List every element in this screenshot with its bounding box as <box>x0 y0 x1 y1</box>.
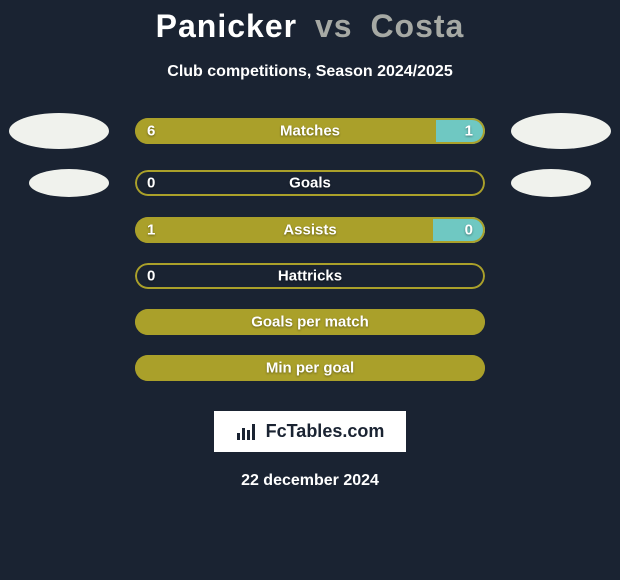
bar-fill-right <box>436 118 485 144</box>
bar-label: Matches <box>280 123 340 140</box>
comparison-bar: 6 1 Matches <box>135 118 485 144</box>
team-badge-left <box>29 169 109 197</box>
stat-row: 1 0 Assists <box>9 217 611 243</box>
comparison-bar: 0 Goals <box>135 170 485 196</box>
page-title: Panicker vs Costa <box>156 8 465 45</box>
bar-label: Assists <box>283 222 336 239</box>
stat-row: 0 Hattricks <box>9 263 611 289</box>
team-badge-right <box>511 169 591 197</box>
title-player-a: Panicker <box>156 8 297 44</box>
brand-text: FcTables.com <box>266 421 385 442</box>
stat-row: Min per goal <box>9 355 611 381</box>
subtitle: Club competitions, Season 2024/2025 <box>167 63 452 81</box>
bar-label: Goals <box>289 175 331 192</box>
bar-label: Min per goal <box>266 360 354 377</box>
stat-row: 0 Goals <box>9 169 611 197</box>
comparison-bar: 1 0 Assists <box>135 217 485 243</box>
team-badge-left <box>9 113 109 149</box>
bar-value-right: 0 <box>465 222 473 239</box>
brand-box: FcTables.com <box>214 411 407 452</box>
bar-fill-right <box>433 217 486 243</box>
barchart-icon <box>236 423 258 441</box>
bar-value-left: 1 <box>147 222 155 239</box>
comparison-bar: 0 Hattricks <box>135 263 485 289</box>
bar-value-right: 1 <box>465 123 473 140</box>
comparison-bar: Min per goal <box>135 355 485 381</box>
team-badge-right <box>511 113 611 149</box>
title-player-b: Costa <box>370 8 464 44</box>
comparison-rows: 6 1 Matches 0 Goals 1 0 Assists 0 Hattricks Goals … <box>9 113 611 401</box>
comparison-bar: Goals per match <box>135 309 485 335</box>
bar-label: Hattricks <box>278 268 342 285</box>
title-vs: vs <box>315 8 353 44</box>
bar-value-left: 0 <box>147 175 155 192</box>
bar-label: Goals per match <box>251 314 369 331</box>
stat-row: Goals per match <box>9 309 611 335</box>
bar-value-left: 6 <box>147 123 155 140</box>
date-text: 22 december 2024 <box>241 472 379 490</box>
stat-row: 6 1 Matches <box>9 113 611 149</box>
bar-value-left: 0 <box>147 268 155 285</box>
